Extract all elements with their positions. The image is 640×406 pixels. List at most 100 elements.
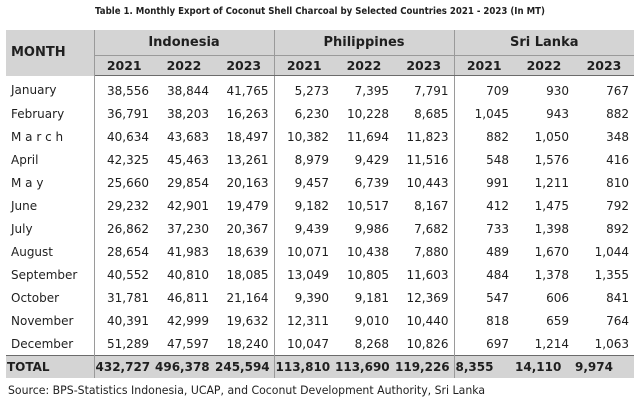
value-cell: 13,049 — [273, 263, 334, 286]
value-cell: 46,811 — [167, 290, 209, 305]
value-cell: 892 — [606, 221, 629, 236]
value-cell: 41,983 — [167, 244, 209, 259]
month-cell: February — [6, 102, 95, 125]
value-cell: 10,517 — [347, 198, 389, 213]
value-cell: 1,063 — [594, 336, 629, 351]
value-cell: 882 — [453, 125, 514, 148]
country-header-sri-lanka: Sri Lanka — [453, 30, 634, 56]
table-row: September 40,552 40,810 18,085 13,049 10,805 1… — [6, 263, 634, 286]
value-cell: 659 — [546, 313, 569, 328]
value-cell: 733 — [453, 217, 514, 240]
value-cell: 1,050 — [534, 129, 569, 144]
value-cell: 547 — [453, 286, 514, 309]
country-header-philippines: Philippines — [273, 30, 454, 56]
value-cell: 943 — [546, 106, 569, 121]
value-cell: 11,694 — [347, 129, 389, 144]
value-cell: 7,682 — [414, 221, 449, 236]
value-cell: 10,438 — [347, 244, 389, 259]
value-cell: 1,670 — [534, 244, 569, 259]
value-cell: 38,844 — [167, 83, 209, 98]
value-cell: 40,634 — [107, 129, 149, 144]
month-cell: June — [6, 194, 95, 217]
value-cell: 9,439 — [273, 217, 334, 240]
total-cell: 14,110 — [514, 355, 574, 378]
value-cell: 11,603 — [406, 267, 449, 282]
value-cell: 548 — [453, 148, 514, 171]
table-row: July 26,862 37,230 20,367 9,439 9,986 7,682 733… — [6, 217, 634, 240]
table-title: Table 1. Monthly Export of Coconut Shell… — [95, 6, 545, 17]
table-row: December 51,289 47,597 18,240 10,047 8,268 10,… — [6, 332, 634, 356]
month-header: MONTH — [6, 30, 95, 76]
month-cell: December — [6, 332, 95, 356]
header-year-row: 2021 2022 2023 2021 2022 2023 2021 2022 … — [6, 55, 634, 76]
value-cell: 792 — [606, 198, 629, 213]
total-cell: 245,594 — [214, 355, 274, 378]
year-header: 2021 — [453, 55, 514, 76]
value-cell: 764 — [606, 313, 629, 328]
month-cell: April — [6, 148, 95, 171]
value-cell: 8,685 — [414, 106, 449, 121]
value-cell: 348 — [606, 129, 629, 144]
value-cell: 20,367 — [226, 221, 269, 236]
total-cell: 496,378 — [154, 355, 214, 378]
value-cell: 709 — [453, 75, 514, 102]
value-cell: 10,047 — [273, 332, 334, 356]
table-row: January 38,556 38,844 41,765 5,273 7,395 7,791… — [6, 75, 634, 102]
value-cell: 10,071 — [273, 240, 334, 263]
value-cell: 36,791 — [107, 106, 149, 121]
table-row: August 28,654 41,983 18,639 10,071 10,438 7,88… — [6, 240, 634, 263]
value-cell: 21,164 — [226, 290, 269, 305]
value-cell: 29,232 — [107, 198, 149, 213]
total-cell: 113,690 — [334, 355, 394, 378]
value-cell: 9,010 — [354, 313, 389, 328]
total-row: TOTAL 432,727 496,378 245,594 113,810 11… — [6, 355, 634, 378]
value-cell: 10,805 — [347, 267, 389, 282]
value-cell: 489 — [453, 240, 514, 263]
country-header-indonesia: Indonesia — [94, 30, 274, 56]
table-row: February 36,791 38,203 16,263 6,230 10,228 8,6… — [6, 102, 634, 125]
month-cell: November — [6, 309, 95, 332]
value-cell: 9,182 — [273, 194, 334, 217]
value-cell: 20,163 — [226, 175, 269, 190]
month-cell: July — [6, 217, 95, 240]
total-label: TOTAL — [6, 355, 95, 378]
value-cell: 9,429 — [354, 152, 389, 167]
value-cell: 37,230 — [167, 221, 209, 236]
value-cell: 18,240 — [226, 336, 269, 351]
value-cell: 1,045 — [453, 102, 514, 125]
value-cell: 930 — [546, 83, 569, 98]
value-cell: 40,810 — [167, 267, 209, 282]
value-cell: 767 — [606, 83, 629, 98]
value-cell: 16,263 — [226, 106, 269, 121]
value-cell: 6,739 — [354, 175, 389, 190]
value-cell: 25,660 — [107, 175, 149, 190]
value-cell: 9,390 — [273, 286, 334, 309]
value-cell: 1,211 — [534, 175, 569, 190]
value-cell: 19,632 — [226, 313, 269, 328]
year-header: 2023 — [574, 55, 634, 76]
value-cell: 11,516 — [406, 152, 449, 167]
value-cell: 484 — [453, 263, 514, 286]
table-row: M a r c h 40,634 43,683 18,497 10,382 11,694 1… — [6, 125, 634, 148]
value-cell: 38,203 — [167, 106, 209, 121]
value-cell: 810 — [606, 175, 629, 190]
month-cell: M a y — [6, 171, 95, 194]
month-cell: October — [6, 286, 95, 309]
value-cell: 1,044 — [594, 244, 629, 259]
value-cell: 1,475 — [534, 198, 569, 213]
value-cell: 10,826 — [406, 336, 449, 351]
total-cell: 113,810 — [273, 355, 334, 378]
value-cell: 41,765 — [226, 83, 269, 98]
month-cell: September — [6, 263, 95, 286]
table-body: January 38,556 38,844 41,765 5,273 7,395 7,791… — [6, 75, 634, 356]
total-cell: 8,355 — [453, 355, 514, 378]
value-cell: 8,167 — [414, 198, 449, 213]
value-cell: 12,369 — [406, 290, 449, 305]
value-cell: 10,440 — [406, 313, 449, 328]
value-cell: 8,979 — [273, 148, 334, 171]
value-cell: 7,791 — [414, 83, 449, 98]
year-header: 2022 — [514, 55, 574, 76]
value-cell: 991 — [453, 171, 514, 194]
value-cell: 7,880 — [414, 244, 449, 259]
header-country-row: MONTH Indonesia Philippines Sri Lanka — [6, 30, 634, 76]
